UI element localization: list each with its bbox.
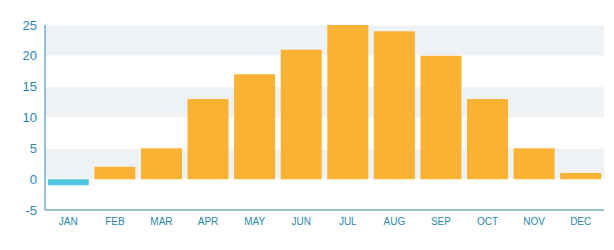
svg-text:SEP: SEP <box>431 216 451 227</box>
svg-text:JAN: JAN <box>59 216 78 227</box>
svg-text:5: 5 <box>30 141 37 156</box>
svg-text:NOV: NOV <box>523 216 545 227</box>
svg-text:15: 15 <box>23 79 37 94</box>
svg-text:OCT: OCT <box>477 216 498 227</box>
svg-text:20: 20 <box>23 48 37 63</box>
svg-text:MAR: MAR <box>150 216 172 227</box>
svg-text:JUL: JUL <box>339 216 357 227</box>
svg-text:JUN: JUN <box>291 216 310 227</box>
svg-text:APR: APR <box>198 216 219 227</box>
svg-text:0: 0 <box>30 172 37 187</box>
svg-text:AUG: AUG <box>384 216 406 227</box>
svg-text:FEB: FEB <box>105 216 125 227</box>
svg-text:-5: -5 <box>25 203 37 218</box>
svg-text:25: 25 <box>23 18 37 33</box>
svg-text:MAY: MAY <box>244 216 265 227</box>
svg-text:DEC: DEC <box>570 216 591 227</box>
svg-text:10: 10 <box>23 110 37 125</box>
